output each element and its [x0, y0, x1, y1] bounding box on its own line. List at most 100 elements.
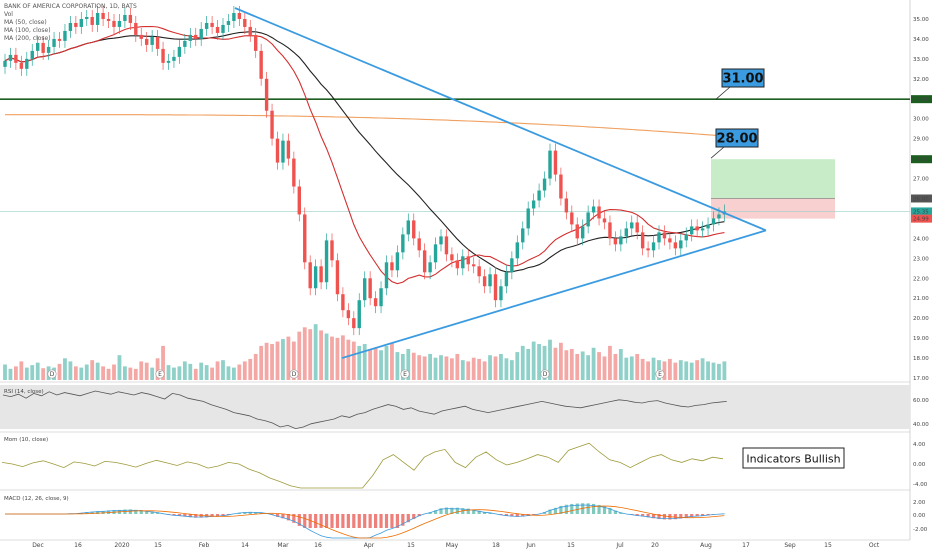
volume-bar	[422, 356, 427, 380]
volume-bar	[493, 356, 498, 380]
callout-31-pointer	[715, 86, 731, 100]
candle-body	[515, 242, 519, 259]
macd-histogram-bar	[254, 512, 258, 514]
candle-body	[177, 46, 182, 57]
volume-bar	[199, 362, 204, 380]
event-marker	[289, 369, 299, 379]
volume-bar	[324, 333, 329, 380]
volume-bar	[30, 365, 35, 380]
macd-histogram-bar	[510, 514, 514, 517]
macd-histogram-bar	[134, 509, 138, 514]
event-marker-label: E	[403, 371, 407, 378]
candle-body	[226, 20, 231, 25]
candle-body	[700, 228, 705, 231]
candle-body	[668, 238, 672, 243]
price-tick-label: 34.00	[913, 37, 929, 43]
mom-tick-label: -4.00	[913, 482, 928, 488]
volume-bar	[575, 353, 580, 380]
x-tick-label: Jul	[615, 542, 624, 549]
macd-histogram-bar	[417, 514, 421, 517]
price-tick-label: 17.00	[913, 376, 929, 382]
macd-histogram-bar	[346, 514, 350, 528]
candle-body	[662, 232, 667, 239]
price-tag-label: 25.35	[913, 209, 929, 215]
macd-histogram-bar	[314, 514, 318, 528]
macd-histogram-bar	[341, 514, 345, 528]
macd-histogram-bar	[559, 505, 563, 514]
volume-bar	[526, 349, 531, 380]
volume-bar	[133, 368, 138, 380]
macd-histogram-bar	[515, 514, 519, 517]
volume-bar	[281, 339, 285, 380]
candle-body	[308, 262, 312, 289]
x-tick-label: 20	[651, 542, 659, 549]
macd-histogram-bar	[335, 514, 340, 528]
volume-bar	[591, 347, 596, 380]
candle-body	[679, 240, 683, 249]
macd-tick-label: 2.00	[913, 500, 926, 506]
x-tick-label: Apr	[364, 542, 375, 549]
macd-histogram-bar	[357, 514, 361, 528]
volume-bar	[553, 347, 558, 380]
volume-bar	[19, 361, 24, 380]
volume-bar	[128, 367, 133, 380]
price-tick-label: 35.00	[913, 17, 929, 23]
volume-bar	[335, 337, 340, 380]
candle-body	[155, 36, 160, 49]
volume-bar	[24, 367, 29, 380]
macd-histogram-bar	[433, 510, 438, 514]
volume-bar	[3, 364, 7, 380]
candle-body	[368, 278, 372, 299]
candle-body	[466, 256, 470, 265]
ma200-line	[5, 114, 725, 137]
volume-bar	[368, 349, 373, 380]
candle-body	[390, 262, 394, 271]
volume-bar	[313, 324, 318, 380]
macd-histogram-bar	[542, 512, 547, 514]
volume-bar	[373, 347, 378, 380]
macd-histogram-bar	[401, 514, 405, 526]
volume-bar	[428, 353, 432, 380]
volume-bar	[221, 360, 225, 380]
candle-body	[357, 300, 361, 329]
volume-bar	[193, 368, 198, 380]
volume-bar	[460, 360, 465, 380]
macd-histogram-bar	[564, 504, 568, 514]
event-marker-label: E	[658, 371, 662, 378]
candle-body	[275, 138, 280, 163]
volume-bar	[112, 364, 116, 380]
volume-bar	[302, 327, 307, 380]
rsi-band	[0, 385, 910, 429]
macd-signal-line	[5, 505, 725, 539]
macd-histogram-bar	[548, 509, 552, 514]
macd-histogram-bar	[215, 514, 220, 517]
volume-bar	[662, 361, 667, 380]
candle-body	[303, 214, 307, 263]
volume-bar	[79, 367, 84, 380]
rsi-tick-label: 60.00	[913, 398, 929, 404]
volume-bar	[57, 363, 62, 380]
x-tick-label: Oct	[869, 542, 880, 549]
x-tick-label: 16	[314, 542, 322, 549]
symbol-title: BANK OF AMERICA CORPORATION, 1D, BATS	[4, 3, 137, 10]
macd-histogram-bar	[504, 514, 508, 517]
volume-bar	[362, 344, 367, 380]
macd-histogram-bar	[695, 514, 699, 517]
callout-28-box	[715, 128, 759, 148]
volume-bar	[215, 361, 220, 380]
volume-bar	[150, 367, 155, 380]
candle-body	[401, 234, 405, 253]
candle-body	[166, 60, 171, 63]
macd-histogram-bar	[96, 511, 100, 514]
volume-bar	[411, 352, 416, 380]
candle-body	[444, 236, 449, 255]
candle-body	[46, 46, 51, 53]
candle-body	[8, 54, 13, 61]
volume-bar	[259, 345, 264, 380]
upper-trendline	[234, 7, 767, 232]
candle-body	[95, 12, 100, 25]
macd-histogram-bar	[177, 514, 181, 516]
volume-bar	[291, 341, 296, 380]
candle-body	[68, 22, 73, 31]
